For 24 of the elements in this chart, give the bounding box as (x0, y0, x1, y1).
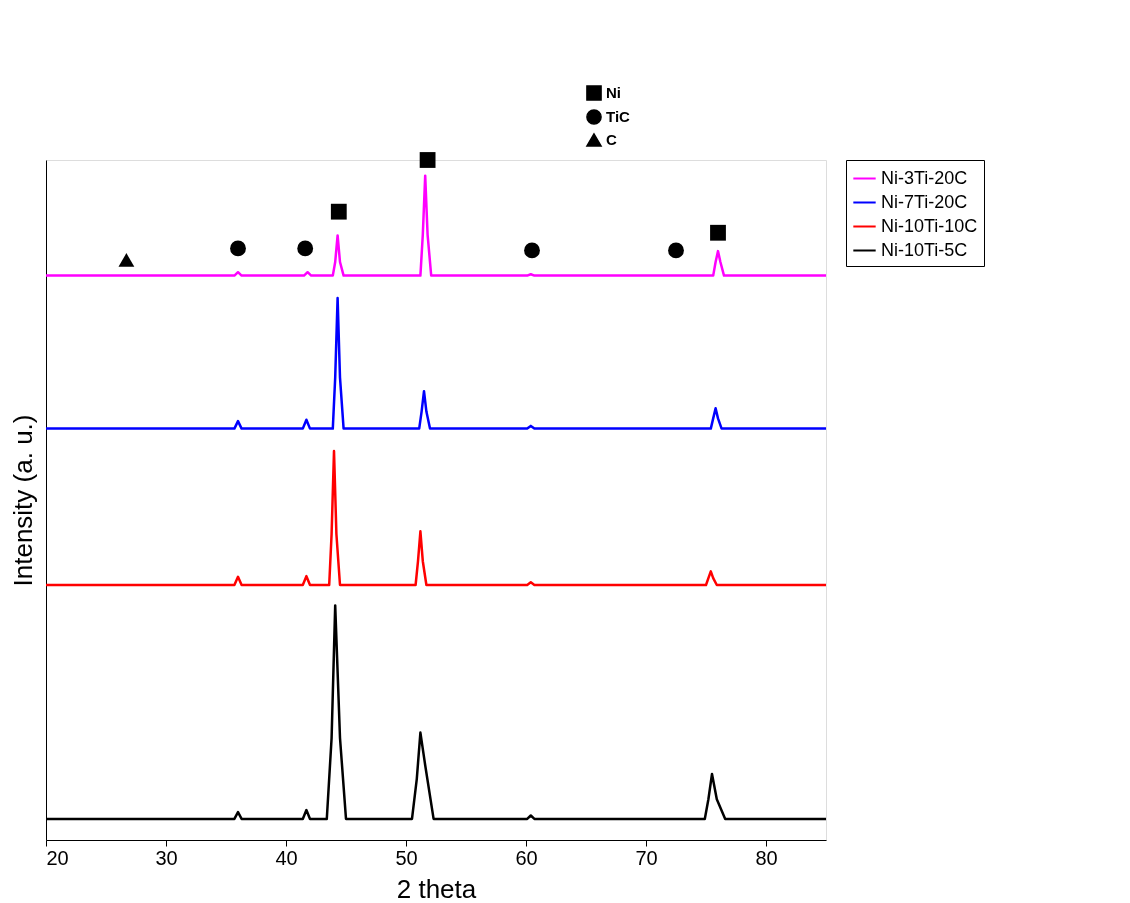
x-axis-title: 2 theta (396, 873, 477, 903)
legend-label: Ni-3Ti-20C (881, 167, 968, 188)
legend-label: C (606, 131, 617, 148)
point (524, 242, 540, 259)
x-tick-label: 40 (275, 846, 298, 869)
x-tick-label: 30 (155, 846, 178, 869)
legend-label: Ni-10Ti-10C (881, 215, 978, 236)
point (710, 224, 726, 241)
point (330, 203, 347, 220)
point (668, 242, 684, 259)
legend-label: Ni (606, 84, 621, 101)
legend-label: Ni-7Ti-20C (881, 191, 968, 212)
point (118, 253, 135, 267)
x-tick-label: 20 (46, 846, 69, 869)
x-tick-label: 70 (635, 846, 658, 869)
point (419, 152, 436, 168)
x-tick-label: 80 (755, 846, 778, 869)
x-tick-label: 60 (515, 846, 538, 869)
point (230, 240, 246, 257)
x-tick-label: 50 (395, 846, 418, 869)
y-axis-title: Intensity (a. u.) (7, 414, 38, 587)
legend-label: Ni-10Ti-5C (881, 239, 968, 260)
point (297, 240, 314, 257)
legend-label: TiC (606, 108, 631, 125)
